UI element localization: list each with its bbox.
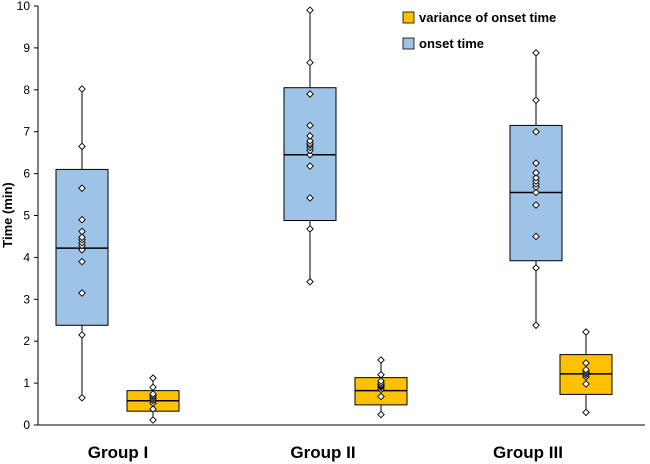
data-point-onset [78, 227, 86, 236]
y-tick-label: 3 [23, 292, 30, 306]
data-point-onset [532, 264, 540, 272]
data-point-onset [306, 150, 314, 159]
legend-label-onset: onset time [419, 36, 484, 51]
data-point-onset [532, 173, 540, 182]
legend-swatch-variance [402, 11, 415, 24]
data-point-onset [306, 58, 314, 67]
data-point-onset [306, 162, 314, 170]
data-point-variance [377, 392, 385, 401]
y-tick-label: 5 [23, 209, 30, 223]
y-tick-label: 7 [23, 125, 30, 139]
data-point-onset [306, 277, 314, 286]
data-point-onset [78, 184, 86, 193]
data-point-variance [582, 365, 590, 374]
data-point-onset [78, 246, 86, 254]
data-point-onset [532, 159, 540, 167]
data-point-variance [582, 359, 590, 367]
data-point-onset [532, 321, 540, 330]
data-point-onset [78, 215, 86, 224]
data-point-variance [377, 370, 385, 379]
data-point-onset [532, 49, 540, 57]
x-category-label: Group III [493, 443, 563, 462]
data-point-onset [78, 257, 86, 266]
data-point-variance [149, 416, 157, 424]
data-point-variance [582, 408, 590, 417]
data-point-onset [306, 90, 314, 98]
y-tick-label: 2 [23, 334, 30, 348]
legend-swatch-onset [402, 37, 415, 50]
y-tick-label: 8 [23, 83, 30, 97]
data-point-onset [78, 331, 86, 339]
data-point-onset [532, 168, 540, 177]
data-point-onset [532, 188, 540, 197]
data-point-onset [78, 393, 86, 402]
y-tick-label: 0 [23, 418, 30, 432]
data-point-onset [532, 232, 540, 241]
data-point-onset [78, 233, 86, 242]
y-tick-label: 6 [23, 167, 30, 181]
data-point-onset [532, 127, 540, 136]
x-category-label: Group I [88, 443, 148, 462]
data-point-variance [149, 383, 157, 392]
data-point-onset [306, 137, 314, 145]
x-category-label: Group II [290, 443, 355, 462]
y-tick-label: 10 [17, 0, 31, 13]
data-point-variance [377, 356, 385, 364]
data-point-onset [78, 85, 86, 93]
y-axis-title: Time (min) [0, 182, 15, 248]
data-point-onset [532, 201, 540, 209]
data-point-onset [306, 6, 314, 15]
legend-label-variance: variance of onset time [419, 10, 556, 25]
data-point-onset [306, 121, 314, 130]
y-tick-label: 4 [23, 250, 30, 264]
y-tick-label: 1 [23, 376, 30, 390]
data-point-variance [149, 374, 157, 382]
data-point-onset [306, 132, 314, 140]
data-point-variance [149, 390, 157, 398]
data-point-onset [532, 96, 540, 105]
data-point-variance [377, 377, 385, 385]
data-point-onset [78, 142, 86, 151]
data-point-onset [306, 194, 314, 202]
y-tick-label: 9 [23, 41, 30, 55]
data-point-variance [149, 405, 157, 413]
legend: variance of onset time onset time [402, 10, 556, 51]
data-point-variance [377, 410, 385, 419]
data-point-variance [582, 380, 590, 388]
data-point-variance [582, 328, 590, 336]
data-point-onset [306, 225, 314, 233]
data-point-onset [78, 289, 86, 297]
